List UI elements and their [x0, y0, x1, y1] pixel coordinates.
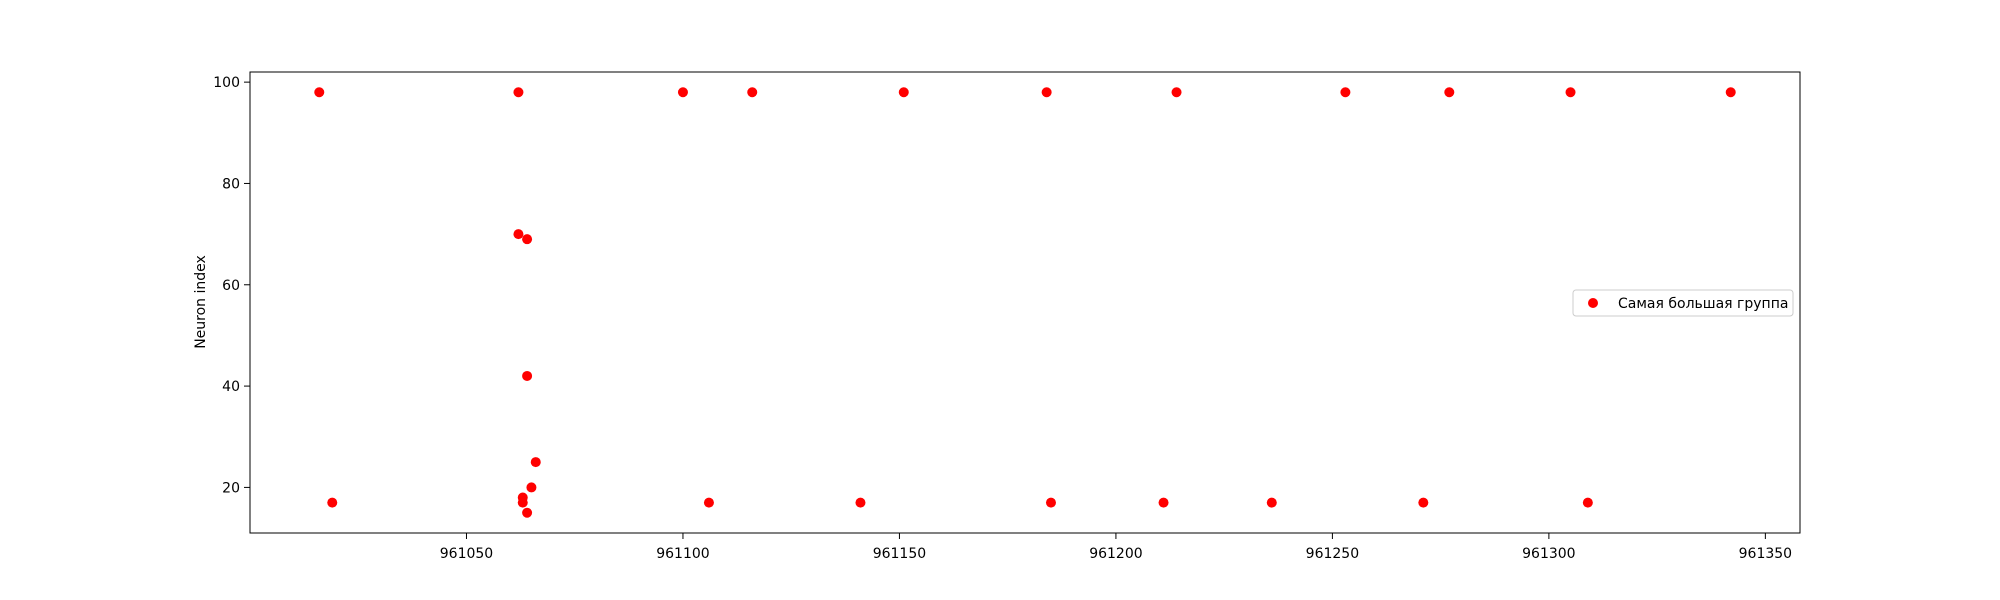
data-point: [522, 507, 533, 518]
legend: Самая большая группа: [1572, 289, 1794, 317]
data-point: [1340, 87, 1351, 98]
data-point: [1582, 497, 1593, 508]
data-point: [517, 497, 528, 508]
x-tick-label: 961350: [1739, 546, 1792, 562]
data-point: [1266, 497, 1277, 508]
data-point: [1041, 87, 1052, 98]
x-tick-label: 961150: [873, 546, 926, 562]
x-axis: 961050 961100 961150 961200 961250 961300 9613…: [440, 533, 1792, 562]
x-tick-label: 961250: [1306, 546, 1359, 562]
x-tick-label: 961100: [656, 546, 709, 562]
x-tick-label: 961200: [1089, 546, 1142, 562]
data-point: [1444, 87, 1455, 98]
x-tick-label: 961300: [1522, 546, 1575, 562]
plot-area: [314, 87, 1736, 518]
data-point: [1565, 87, 1576, 98]
legend-marker: [1588, 298, 1598, 308]
y-tick-label: 60: [222, 278, 240, 294]
data-point: [855, 497, 866, 508]
data-point: [530, 457, 541, 468]
data-point: [898, 87, 909, 98]
data-point: [513, 229, 524, 240]
y-axis: 20 40 60 80 100: [213, 75, 250, 496]
data-point: [1158, 497, 1169, 508]
y-tick-label: 40: [222, 379, 240, 395]
data-point: [703, 497, 714, 508]
axes-frame: [249, 71, 1801, 534]
data-point: [513, 87, 524, 98]
data-point: [1418, 497, 1429, 508]
y-axis-label: Neuron index: [193, 255, 209, 349]
data-point: [747, 87, 758, 98]
y-tick-label: 20: [222, 480, 240, 496]
data-point: [327, 497, 338, 508]
legend-frame: [1572, 289, 1794, 317]
data-point: [1045, 497, 1056, 508]
y-tick-label: 100: [213, 75, 240, 91]
data-point: [522, 234, 533, 245]
legend-label: Самая большая группа: [1618, 296, 1788, 312]
x-tick-label: 961050: [440, 546, 493, 562]
data-point: [677, 87, 688, 98]
data-point: [526, 482, 537, 493]
data-point: [1725, 87, 1736, 98]
data-point: [1171, 87, 1182, 98]
data-point: [522, 370, 533, 381]
y-tick-label: 80: [222, 176, 240, 192]
data-point: [314, 87, 325, 98]
